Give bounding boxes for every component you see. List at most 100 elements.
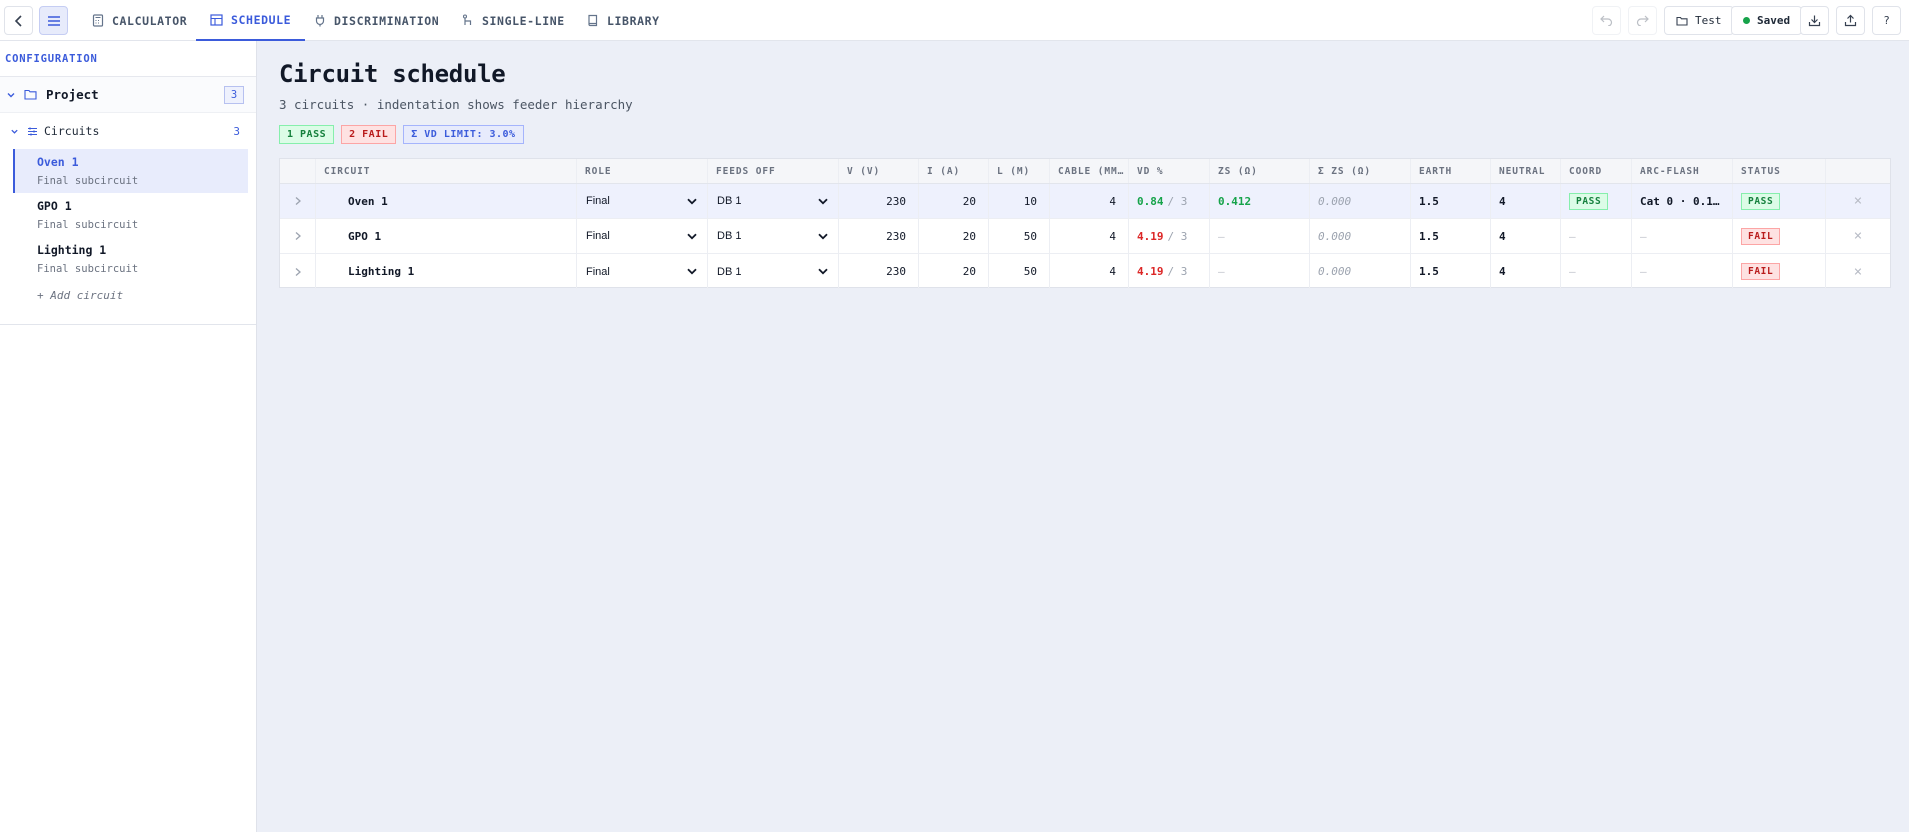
header-length[interactable]: L (M) <box>989 159 1050 183</box>
sidebar-item-subtitle: Final subcircuit <box>37 175 139 187</box>
saved-label: Saved <box>1757 14 1791 27</box>
header-neutral[interactable]: NEUTRAL <box>1491 159 1561 183</box>
cell-zs: — <box>1210 219 1310 253</box>
folder-icon <box>1676 16 1688 26</box>
cable-size-input[interactable]: 4 <box>1050 219 1129 253</box>
cell-zs: — <box>1210 254 1310 289</box>
project-name: Test <box>1695 14 1722 27</box>
folder-icon <box>24 89 37 100</box>
tab-label: SINGLE-LINE <box>482 13 565 28</box>
tab-single-line[interactable]: SINGLE-LINE <box>448 0 579 41</box>
chevron-left-icon <box>14 14 22 27</box>
sidebar-item-name: Oven 1 <box>37 155 79 169</box>
tab-calculator[interactable]: CALCULATOR <box>78 0 201 41</box>
sidebar-item-gpo-1[interactable]: GPO 1 Final subcircuit <box>13 193 248 237</box>
sidebar-item-lighting-1[interactable]: Lighting 1 Final subcircuit <box>13 237 248 281</box>
cell-vd: 0.84 / 3 <box>1129 184 1210 218</box>
header-cable[interactable]: CABLE (MM… <box>1050 159 1129 183</box>
header-actions <box>1826 159 1890 183</box>
cell-neutral: 4 <box>1491 219 1561 253</box>
cell-arc-flash: — <box>1632 219 1733 253</box>
table-icon <box>210 13 223 26</box>
circuits-count: 3 <box>233 124 240 138</box>
cell-status: PASS <box>1733 184 1826 218</box>
menu-toggle-button[interactable] <box>39 6 68 35</box>
sidebar-divider <box>0 324 256 325</box>
sidebar-item-oven-1[interactable]: Oven 1 Final subcircuit <box>13 149 248 193</box>
top-bar: CALCULATOR SCHEDULE DISCRIMINATION SINGL… <box>0 0 1909 41</box>
cell-arc-flash: — <box>1632 254 1733 289</box>
fail-count-badge: 2 FAIL <box>341 125 397 144</box>
redo-button[interactable] <box>1628 6 1657 35</box>
project-button[interactable]: Test <box>1664 6 1734 35</box>
download-button[interactable] <box>1800 6 1829 35</box>
undo-button[interactable] <box>1592 6 1621 35</box>
upload-button[interactable] <box>1836 6 1865 35</box>
header-voltage[interactable]: V (V) <box>839 159 919 183</box>
tab-label: CALCULATOR <box>112 13 188 28</box>
table-row[interactable]: GPO 1 Final DB 1 230 20 50 4 4.19 / 3 — … <box>280 219 1890 254</box>
header-arc-flash[interactable]: ARC-FLASH <box>1632 159 1733 183</box>
tab-schedule[interactable]: SCHEDULE <box>196 0 306 41</box>
saved-status-button[interactable]: Saved <box>1731 6 1803 35</box>
feeds-off-select[interactable]: DB 1 <box>708 254 839 289</box>
length-input[interactable]: 50 <box>989 254 1050 289</box>
status-badge: PASS <box>1741 192 1781 210</box>
cable-size-input[interactable]: 4 <box>1050 184 1129 218</box>
header-role[interactable]: ROLE <box>577 159 708 183</box>
table-row[interactable]: Oven 1 Final DB 1 230 20 10 4 0.84 / 3 0… <box>280 184 1890 219</box>
cable-size-input[interactable]: 4 <box>1050 254 1129 289</box>
current-input[interactable]: 20 <box>919 184 989 218</box>
expand-row-button[interactable] <box>280 254 316 289</box>
voltage-input[interactable]: 230 <box>839 184 919 218</box>
header-earth[interactable]: EARTH <box>1411 159 1491 183</box>
header-zs[interactable]: ZS (Ω) <box>1210 159 1310 183</box>
tab-label: DISCRIMINATION <box>334 13 440 28</box>
expand-row-button[interactable] <box>280 184 316 218</box>
header-circuit[interactable]: CIRCUIT <box>316 159 577 183</box>
delete-row-button[interactable]: × <box>1853 193 1863 209</box>
sidebar-item-name: GPO 1 <box>37 199 72 213</box>
arc-flash-value: Cat 0 · 0.1 … <box>1640 194 1724 208</box>
header-status[interactable]: STATUS <box>1733 159 1826 183</box>
delete-row-button[interactable]: × <box>1853 263 1863 280</box>
role-select[interactable]: Final <box>577 219 708 253</box>
vd-value: 4.19 <box>1137 229 1164 243</box>
table-row[interactable]: Lighting 1 Final DB 1 230 20 50 4 4.19 /… <box>280 254 1890 289</box>
length-input[interactable]: 10 <box>989 184 1050 218</box>
voltage-input[interactable]: 230 <box>839 219 919 253</box>
cell-vd: 4.19 / 3 <box>1129 219 1210 253</box>
expand-row-button[interactable] <box>280 219 316 253</box>
tab-library[interactable]: LIBRARY <box>573 0 674 41</box>
plug-icon <box>315 15 325 27</box>
download-icon <box>1808 15 1821 27</box>
circuits-tree-node[interactable]: Circuits 3 <box>0 113 256 149</box>
add-circuit-link[interactable]: + Add circuit <box>37 289 124 302</box>
feeds-off-select[interactable]: DB 1 <box>708 219 839 253</box>
header-vd[interactable]: VD % <box>1129 159 1210 183</box>
help-button[interactable]: ? <box>1872 6 1901 35</box>
header-current[interactable]: I (A) <box>919 159 989 183</box>
circuit-schedule-table: CIRCUIT ROLE FEEDS OFF V (V) I (A) L (M)… <box>279 158 1891 289</box>
voltage-input[interactable]: 230 <box>839 254 919 289</box>
project-tree-node[interactable]: Project 3 <box>0 77 256 113</box>
role-select[interactable]: Final <box>577 184 708 218</box>
role-select[interactable]: Final <box>577 254 708 289</box>
feeds-off-select[interactable]: DB 1 <box>708 184 839 218</box>
header-feeds-off[interactable]: FEEDS OFF <box>708 159 839 183</box>
header-expand <box>280 159 316 183</box>
back-button[interactable] <box>4 6 33 35</box>
status-badge: FAIL <box>1741 227 1781 245</box>
chevron-down-icon <box>818 268 828 275</box>
delete-row-button[interactable]: × <box>1853 228 1863 244</box>
page-subtitle: 3 circuits · indentation shows feeder hi… <box>279 97 633 112</box>
header-coord[interactable]: COORD <box>1561 159 1632 183</box>
header-sum-zs[interactable]: Σ ZS (Ω) <box>1310 159 1411 183</box>
tab-discrimination[interactable]: DISCRIMINATION <box>300 0 453 41</box>
page-title: Circuit schedule <box>279 60 506 88</box>
length-input[interactable]: 50 <box>989 219 1050 253</box>
redo-icon <box>1636 15 1649 26</box>
chevron-down-icon <box>818 233 828 239</box>
current-input[interactable]: 20 <box>919 219 989 253</box>
current-input[interactable]: 20 <box>919 254 989 289</box>
